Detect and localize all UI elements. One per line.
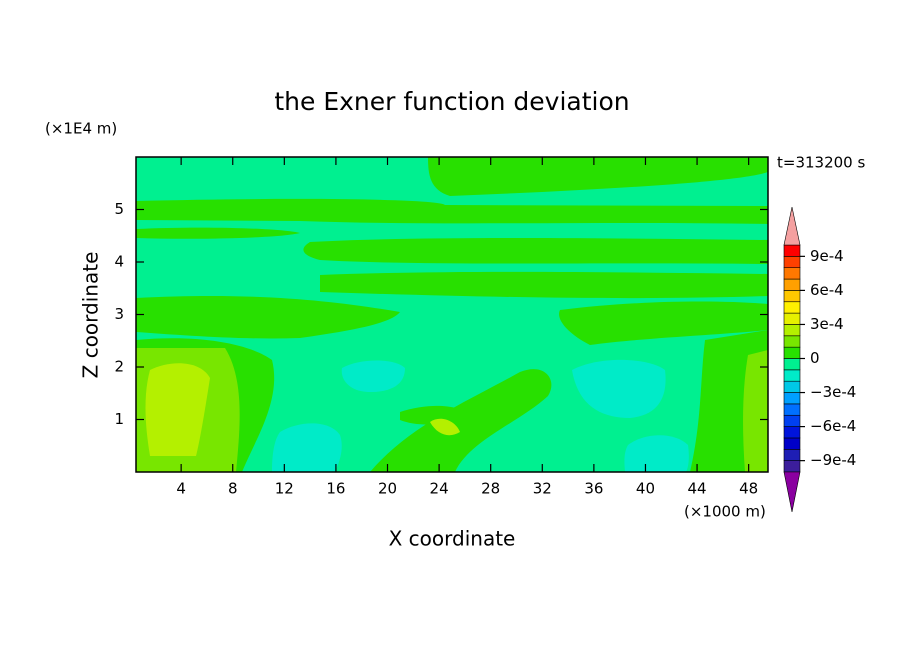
colorbar-box [783,301,801,314]
x-unit: (×1000 m) [684,503,766,521]
time-label: t=313200 s [777,154,865,172]
y-tick-label: 5 [114,200,124,218]
x-tick-label: 24 [430,480,449,498]
colorbar-box [783,448,801,461]
contour-region [136,227,300,239]
colorbar-tick-label: −9e-4 [810,451,856,469]
chart-title: the Exner function deviation [274,87,629,116]
contour-region [341,360,405,392]
x-tick-label: 32 [533,480,552,498]
colorbar-box [783,403,801,416]
colorbar-box [783,244,801,257]
colorbar-box [783,346,801,359]
contour-region [145,363,210,456]
colorbar-box [783,324,801,337]
y-axis-label: Z coordinate [79,252,103,379]
colorbar-box [783,437,801,450]
colorbar-tick-label: 6e-4 [810,281,844,299]
contour-region [136,198,768,224]
colorbar-tick-label: 0 [810,349,820,367]
colorbar-box [783,426,801,439]
colorbar-box [783,335,801,348]
contour-region [272,423,342,472]
y-unit: (×1E4 m) [45,120,117,138]
x-tick-label: 40 [636,480,655,498]
colorbar-tick-label: 9e-4 [810,247,844,265]
contour-region [400,405,470,425]
colorbar-box [783,460,801,473]
contour-region [303,238,768,264]
colorbar-box [783,312,801,325]
x-tick-label: 4 [176,480,186,498]
y-tick-label: 4 [114,253,124,271]
contour-region [743,350,768,472]
x-tick-label: 16 [326,480,345,498]
colorbar-box [783,358,801,371]
contour-region [559,301,768,345]
colorbar-box [783,369,801,382]
colorbar-tick-label: 3e-4 [810,315,844,333]
y-tick-label: 3 [114,305,124,323]
x-tick-label: 44 [688,480,707,498]
colorbar-box [783,392,801,405]
contour-region [370,369,552,472]
contour-field [136,157,768,472]
colorbar-extend-low [783,471,801,513]
x-tick-label: 20 [378,480,397,498]
y-tick-label: 2 [114,358,124,376]
colorbar-tick-label: −3e-4 [810,383,856,401]
colorbar-extend-high [783,206,801,246]
colorbar-box [783,380,801,393]
contour-region [136,295,400,339]
x-axis-label: X coordinate [389,527,516,551]
x-tick-label: 36 [584,480,603,498]
colorbar-box [783,414,801,427]
colorbar-tick-label: −6e-4 [810,417,856,435]
contour-region [428,157,768,196]
colorbar-box [783,290,801,303]
contour-region [624,435,689,472]
contour-region [430,418,460,436]
contour-region [320,271,768,299]
colorbar-box [783,278,801,291]
x-tick-label: 12 [275,480,294,498]
colorbar-box [783,256,801,269]
y-tick-label: 1 [114,410,124,428]
colorbar-box [783,267,801,280]
x-tick-label: 8 [228,480,238,498]
x-tick-label: 48 [739,480,758,498]
x-tick-label: 28 [481,480,500,498]
contour-region [572,359,666,418]
